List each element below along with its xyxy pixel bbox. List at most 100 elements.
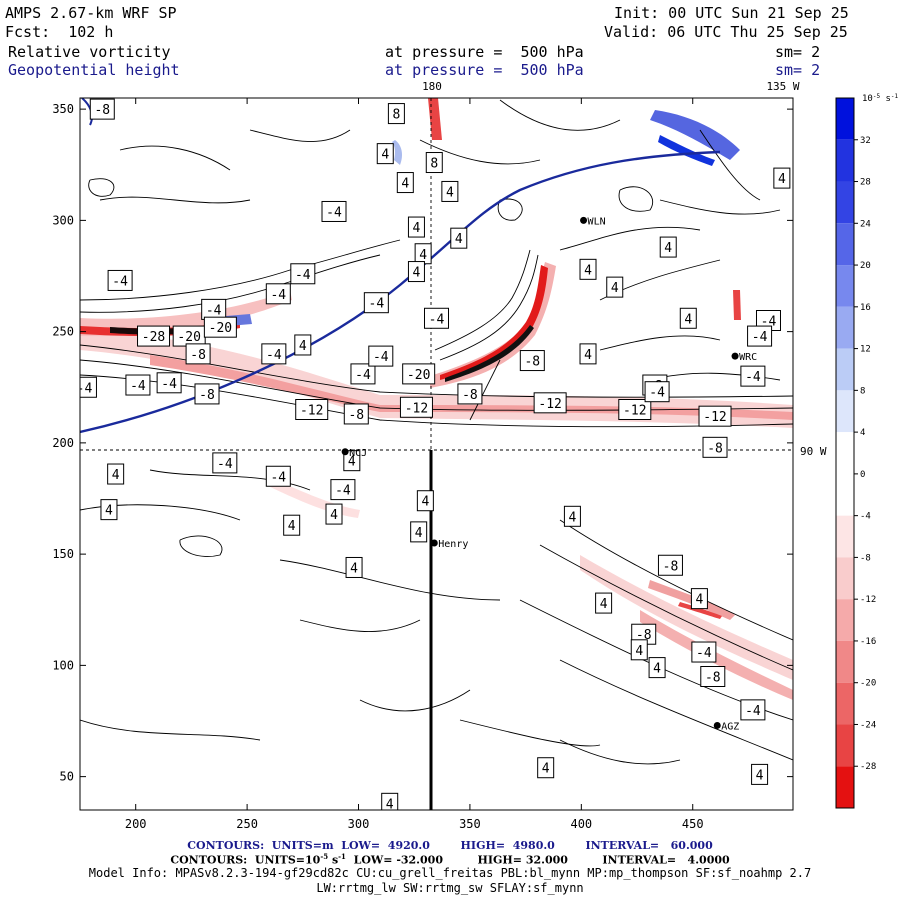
contour-label: -8 [702, 436, 728, 458]
contour-label-text: 4 [348, 455, 356, 470]
contour-label-box [773, 167, 791, 189]
contour-label: -12 [295, 399, 329, 420]
contour-label: 4 [690, 588, 708, 610]
contour-label-box [107, 463, 125, 485]
contour-label-text: -8 [462, 388, 478, 403]
contour-label-box [203, 316, 237, 338]
contour-label-text: 4 [653, 662, 661, 677]
contour-label-box [410, 521, 428, 543]
contour-label-box [537, 757, 555, 779]
contour-label: 4 [579, 258, 597, 280]
contour-label: -28 [137, 325, 171, 347]
contour-label-text: -4 [112, 274, 128, 289]
colorbar-level-label: -4 [860, 512, 871, 522]
smooth-label-1: sm= 2 [775, 43, 821, 61]
contour-label-text: 4 [756, 768, 764, 783]
colorbar-swatch [836, 724, 854, 767]
contour-label-text: 4 [415, 526, 423, 541]
station-label: NCJ [349, 448, 367, 459]
contour-label-text: 4 [584, 263, 592, 278]
contour-label: 4 [100, 499, 118, 521]
y-tick-label: 200 [52, 436, 74, 450]
colorbar-level-label: 20 [860, 261, 871, 271]
colorbar-swatch [836, 766, 854, 808]
contour-label-box [265, 283, 291, 305]
contour-label-box [137, 325, 171, 347]
footer-contours2-exp2: -1 [338, 852, 346, 861]
contour-label-text: -4 [266, 348, 282, 363]
pressure-label-2: at pressure = 500 hPa [385, 61, 584, 79]
contour-label-box [330, 479, 356, 501]
contour-label-text: 4 [105, 504, 113, 519]
contour-label: 4 [107, 463, 125, 485]
contour-label: -4 [740, 699, 766, 721]
contour-label-box [579, 343, 597, 365]
y-tick-label: 300 [52, 213, 74, 227]
band-top-center-red [428, 98, 442, 140]
colorbar-swatch [836, 98, 854, 140]
band-neg-light-main [80, 330, 793, 428]
band-right-red [733, 290, 741, 320]
colorbar-swatch [836, 181, 854, 224]
contour-label-box [659, 236, 677, 258]
contour-label: -8 [657, 554, 683, 576]
contour-label: -4 [350, 363, 376, 385]
contour-label-box [261, 343, 287, 365]
contour-label: 4 [407, 216, 425, 238]
contour-label-text: -4 [752, 330, 768, 345]
contour-label: -4 [212, 452, 238, 474]
contour-label-text: -12 [300, 404, 323, 419]
contour-label-text: -12 [623, 404, 646, 419]
contour-label: -4 [156, 372, 182, 394]
contour-label-box [321, 200, 347, 222]
contour-label: -4 [107, 269, 133, 291]
contour-label-text: -12 [703, 410, 726, 425]
contour-label-box [80, 376, 97, 398]
contour-label-text: -12 [405, 401, 428, 416]
contour-label: 4 [563, 505, 581, 527]
x-tick-label: 250 [236, 817, 258, 831]
contour-label: 4 [396, 172, 414, 194]
colorbar-frame [835, 97, 855, 809]
top-label-135w: 135 W [766, 80, 799, 93]
contour-label-text: 4 [330, 508, 338, 523]
contour-label: -4 [330, 479, 356, 501]
contour-label-box [325, 503, 343, 525]
field-label-height: Geopotential height [8, 61, 180, 79]
contour-label-text: -4 [270, 470, 286, 485]
contour-label: -4 [80, 376, 97, 398]
contour-label-box [407, 261, 425, 283]
band-lower-right-strong [678, 602, 722, 619]
colorbar-swatch [836, 348, 854, 391]
contour-label: 4 [294, 334, 312, 356]
contour-label-text: -4 [373, 350, 389, 365]
contour-label-box [295, 399, 329, 420]
contour-label-box [606, 276, 624, 298]
contour-label-text: -20 [209, 321, 232, 336]
contour-label: -4 [424, 307, 449, 329]
contour-label-text: -28 [142, 330, 165, 345]
contour-label-text: 4 [600, 597, 608, 612]
station-marker [341, 448, 349, 456]
contour-label-text: -4 [130, 379, 146, 394]
model-title: AMPS 2.67-km WRF SP [5, 4, 177, 22]
x-tick-label: 400 [570, 817, 592, 831]
contour-label-text: 4 [386, 797, 394, 812]
contour-label-box [679, 307, 697, 329]
contour-label-box [424, 307, 449, 329]
contour-label-box [294, 334, 312, 356]
contour-label: -4 [363, 292, 389, 314]
contour-label-box [290, 263, 316, 285]
contour-label-box [618, 399, 652, 420]
contour-label-box [194, 383, 220, 405]
contour-label-box [690, 588, 708, 610]
contour-label: -20 [203, 316, 237, 338]
contour-label-text: 4 [455, 232, 463, 247]
contour-label-box [595, 592, 613, 614]
colorbar-level-label: 16 [860, 303, 871, 313]
contour-label: 4 [414, 243, 432, 265]
contour-label: -4 [691, 641, 717, 663]
contour-label: 4 [343, 450, 361, 472]
plot-background [80, 98, 793, 810]
